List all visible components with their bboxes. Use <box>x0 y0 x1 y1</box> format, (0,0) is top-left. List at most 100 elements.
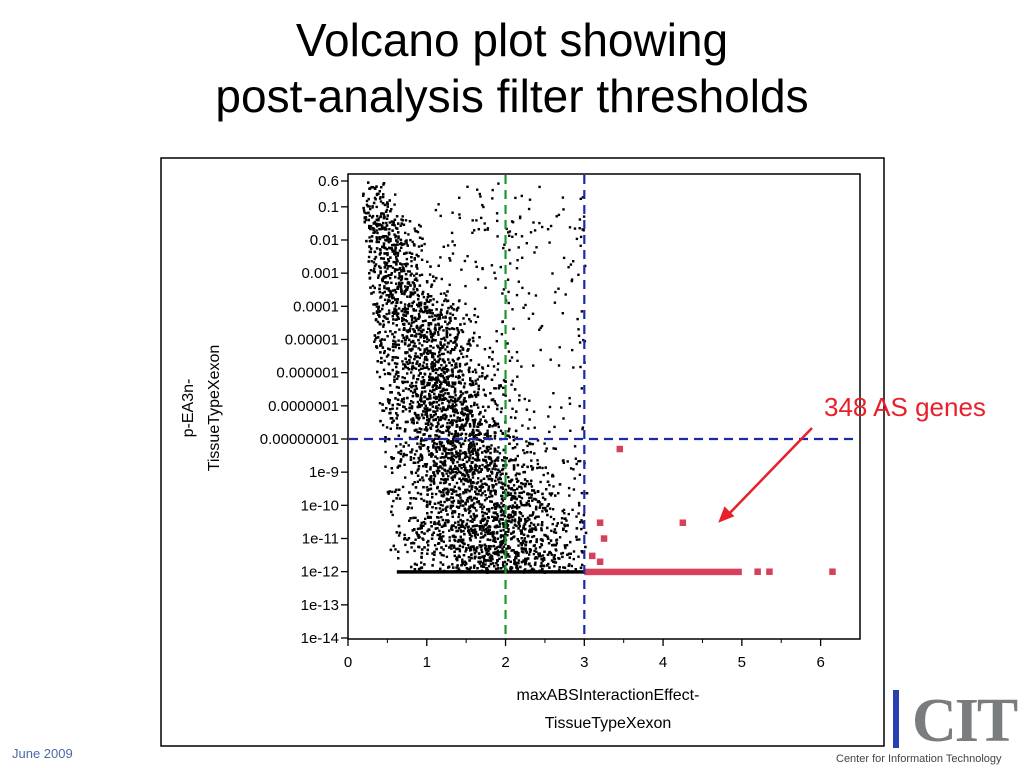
cloud-point <box>503 456 506 459</box>
cloud-point <box>421 444 424 447</box>
cloud-point <box>510 478 514 482</box>
cloud-point <box>497 504 501 507</box>
cloud-point <box>481 375 484 378</box>
cloud-point <box>403 430 407 433</box>
cloud-point <box>407 537 411 540</box>
cloud-point <box>505 472 508 475</box>
cloud-point <box>468 394 471 398</box>
cloud-point <box>483 449 487 453</box>
cloud-point <box>379 196 382 199</box>
cloud-point <box>372 312 375 315</box>
cloud-point <box>409 517 412 520</box>
cloud-point <box>449 442 452 446</box>
cloud-point <box>552 560 555 563</box>
cloud-point <box>513 388 517 391</box>
cloud-point <box>389 247 393 250</box>
cloud-point <box>470 466 473 469</box>
cloud-point <box>526 444 529 448</box>
cloud-point <box>467 449 471 452</box>
cloud-point <box>382 214 386 217</box>
cloud-point <box>393 380 396 383</box>
cloud-point <box>492 420 496 423</box>
cloud-point <box>463 563 467 567</box>
cloud-point <box>403 306 407 309</box>
cloud-point <box>400 277 404 280</box>
cloud-point <box>515 410 518 413</box>
cloud-point <box>454 430 457 433</box>
cloud-point <box>495 518 499 521</box>
cloud-point <box>445 376 449 379</box>
cloud-point <box>527 482 531 486</box>
cloud-point <box>530 530 534 533</box>
cloud-point <box>396 240 399 243</box>
cloud-point <box>438 430 441 433</box>
cloud-point <box>486 508 489 511</box>
cloud-point <box>463 456 467 459</box>
cloud-point <box>428 315 431 319</box>
cloud-point <box>541 510 544 513</box>
cloud-point <box>379 248 382 252</box>
cloud-point <box>420 531 424 534</box>
cloud-point <box>395 324 398 327</box>
cloud-point <box>393 309 396 312</box>
cloud-point <box>449 333 452 337</box>
cloud-point <box>430 525 433 528</box>
cloud-point <box>500 567 503 570</box>
cloud-point <box>477 471 480 474</box>
cloud-point <box>432 318 435 322</box>
cloud-point <box>519 500 522 503</box>
cloud-point <box>433 318 437 321</box>
cloud-point <box>490 478 494 481</box>
cloud-point <box>454 340 457 344</box>
cloud-point <box>405 320 409 323</box>
cloud-point <box>397 222 400 225</box>
cloud-point <box>414 461 417 464</box>
cloud-point <box>418 342 421 345</box>
cloud-point <box>372 291 375 294</box>
cloud-point <box>388 490 391 493</box>
cloud-point <box>449 488 452 491</box>
cloud-point <box>435 469 439 473</box>
cloud-point <box>513 501 517 504</box>
cloud-point <box>404 476 407 479</box>
cloud-point <box>377 310 381 313</box>
cloud-point <box>425 463 428 466</box>
cloud-point <box>439 425 443 428</box>
cloud-point <box>380 356 383 360</box>
cloud-point <box>426 493 429 496</box>
cloud-point <box>435 442 439 446</box>
cloud-point <box>442 408 445 411</box>
cloud-point <box>438 326 441 329</box>
cloud-point <box>546 537 550 540</box>
cloud-point <box>450 547 453 550</box>
cloud-point <box>489 559 493 562</box>
cloud-point <box>425 340 429 343</box>
cloud-point <box>493 450 496 453</box>
cloud-point <box>468 410 471 413</box>
cloud-point <box>473 445 476 448</box>
cloud-point <box>382 409 386 412</box>
cloud-point <box>443 487 446 491</box>
cloud-point <box>421 320 425 323</box>
cloud-point <box>447 375 450 378</box>
cloud-point <box>453 474 457 477</box>
cloud-point <box>429 345 432 348</box>
cloud-point <box>502 491 505 494</box>
cloud-point <box>554 561 558 564</box>
cloud-point <box>500 555 503 559</box>
cloud-point <box>419 442 422 445</box>
cloud-point <box>388 348 391 351</box>
cloud-point <box>508 505 512 508</box>
cloud-point <box>541 492 544 496</box>
cloud-point <box>402 328 405 331</box>
cloud-point <box>550 529 553 532</box>
cloud-point <box>432 531 435 534</box>
cloud-point <box>438 351 441 354</box>
cloud-point <box>385 302 388 305</box>
cloud-point <box>401 243 404 246</box>
cloud-point <box>457 486 461 490</box>
cloud-point <box>451 515 454 518</box>
cloud-point <box>445 332 448 335</box>
cloud-point <box>413 291 417 294</box>
cloud-point <box>374 338 377 341</box>
